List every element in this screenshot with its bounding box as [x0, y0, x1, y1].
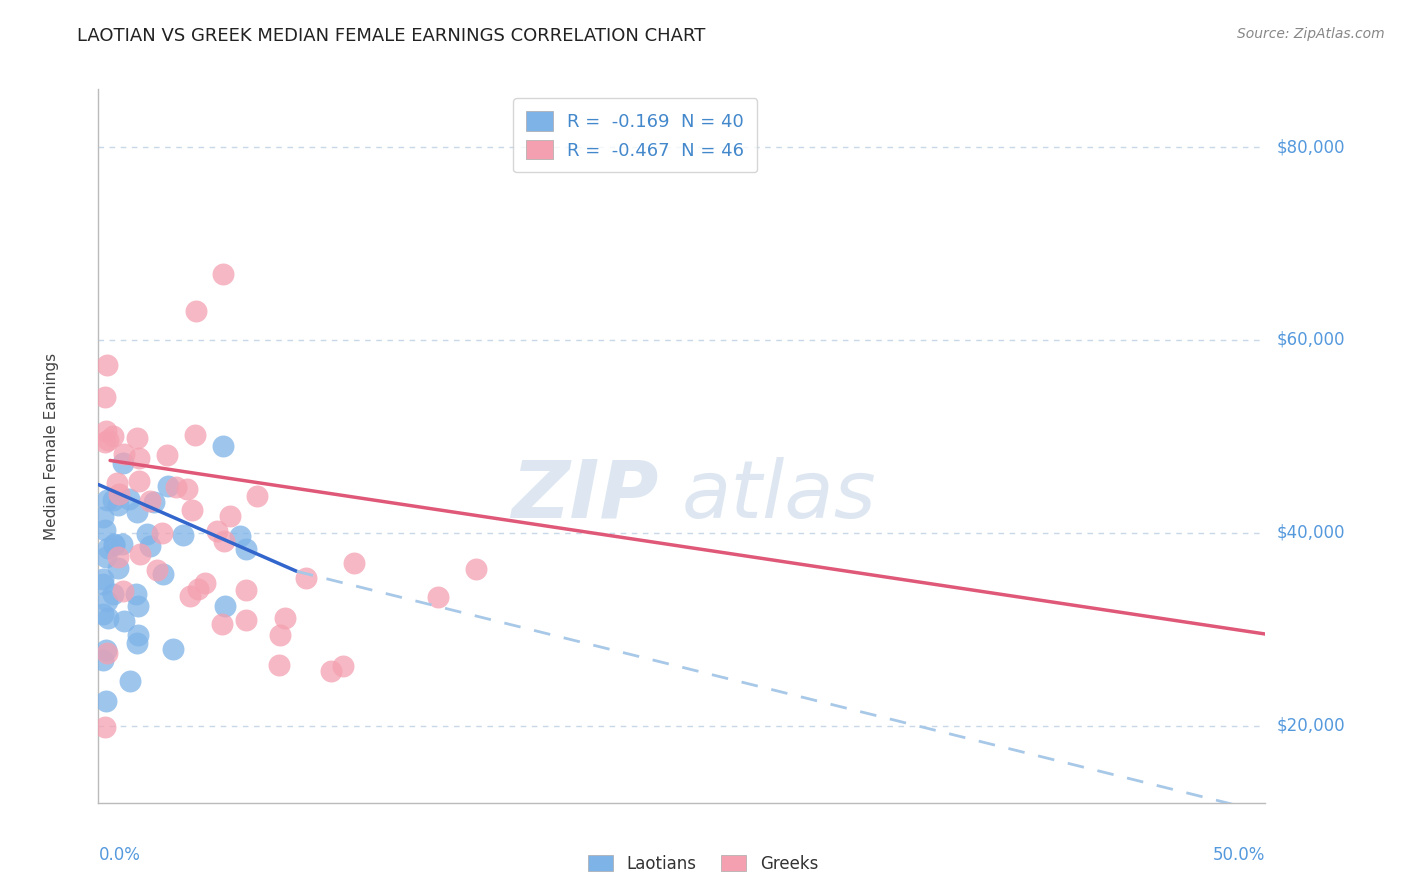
Point [150, 526, 173, 541]
Point [156, 478, 179, 492]
Point [103, 537, 125, 551]
Point [205, 524, 228, 539]
Point [165, 480, 187, 494]
Point [128, 474, 150, 488]
Text: atlas: atlas [682, 457, 877, 535]
Point [146, 563, 169, 577]
Text: 50.0%: 50.0% [1213, 847, 1265, 864]
Point [91, 607, 114, 622]
Point [343, 556, 366, 570]
Point [103, 538, 125, 552]
Point [321, 664, 343, 678]
Point [135, 527, 157, 541]
Point [212, 533, 235, 548]
Point [97, 541, 120, 555]
Point [96, 492, 118, 507]
Point [128, 547, 150, 561]
Point [269, 628, 291, 642]
Point [94, 390, 117, 404]
Point [107, 550, 129, 565]
Point [125, 586, 148, 600]
Point [107, 561, 129, 575]
Point [125, 636, 148, 650]
Point [267, 658, 290, 673]
Point [187, 582, 209, 596]
Point [156, 448, 179, 462]
Point [94, 720, 117, 734]
Text: LAOTIAN VS GREEK MEDIAN FEMALE EARNINGS CORRELATION CHART: LAOTIAN VS GREEK MEDIAN FEMALE EARNINGS … [77, 27, 706, 45]
Point [97, 611, 120, 625]
Point [111, 537, 134, 551]
Point [212, 267, 235, 281]
Point [139, 539, 162, 553]
Point [465, 562, 488, 576]
Legend: R =  -0.169  N = 40, R =  -0.467  N = 46: R = -0.169 N = 40, R = -0.467 N = 46 [513, 98, 758, 172]
Point [162, 642, 184, 657]
Point [127, 628, 149, 642]
Point [91, 510, 114, 524]
Point [112, 447, 135, 461]
Text: $40,000: $40,000 [1277, 524, 1346, 541]
Point [246, 489, 269, 503]
Point [273, 611, 295, 625]
Point [96, 643, 118, 657]
Point [94, 694, 117, 708]
Point [125, 505, 148, 519]
Point [332, 659, 354, 673]
Point [194, 575, 217, 590]
Text: ZIP: ZIP [512, 457, 658, 535]
Point [91, 576, 114, 591]
Point [112, 614, 135, 628]
Point [112, 583, 135, 598]
Text: $80,000: $80,000 [1277, 138, 1346, 156]
Legend: Laotians, Greeks: Laotians, Greeks [581, 848, 825, 880]
Text: $60,000: $60,000 [1277, 331, 1346, 349]
Point [235, 542, 257, 557]
Text: Source: ZipAtlas.com: Source: ZipAtlas.com [1237, 27, 1385, 41]
Point [94, 435, 117, 450]
Text: 0.0%: 0.0% [98, 847, 141, 864]
Point [176, 482, 198, 496]
Point [96, 594, 118, 608]
Point [427, 590, 450, 604]
Point [172, 528, 194, 542]
Point [111, 456, 134, 470]
Point [181, 502, 204, 516]
Point [101, 492, 124, 507]
Point [96, 358, 118, 372]
Point [212, 439, 235, 453]
Point [118, 673, 141, 688]
Point [94, 549, 117, 564]
Point [186, 304, 208, 318]
Point [229, 529, 252, 543]
Point [128, 450, 150, 465]
Point [127, 599, 149, 614]
Point [235, 583, 257, 598]
Point [91, 572, 114, 586]
Point [93, 523, 115, 537]
Point [219, 509, 242, 524]
Point [211, 616, 233, 631]
Point [235, 613, 257, 627]
Point [183, 427, 205, 442]
Point [91, 653, 114, 667]
Point [142, 495, 165, 509]
Point [94, 424, 117, 438]
Point [152, 567, 174, 582]
Point [179, 590, 201, 604]
Text: Median Female Earnings: Median Female Earnings [44, 352, 59, 540]
Point [96, 646, 118, 660]
Point [214, 599, 236, 613]
Point [139, 494, 162, 508]
Point [107, 498, 129, 512]
Point [105, 476, 128, 491]
Point [118, 491, 141, 506]
Text: $20,000: $20,000 [1277, 716, 1346, 735]
Point [127, 431, 149, 445]
Point [97, 433, 120, 447]
Point [107, 487, 129, 501]
Point [295, 571, 318, 585]
Point [101, 587, 124, 601]
Point [101, 429, 124, 443]
